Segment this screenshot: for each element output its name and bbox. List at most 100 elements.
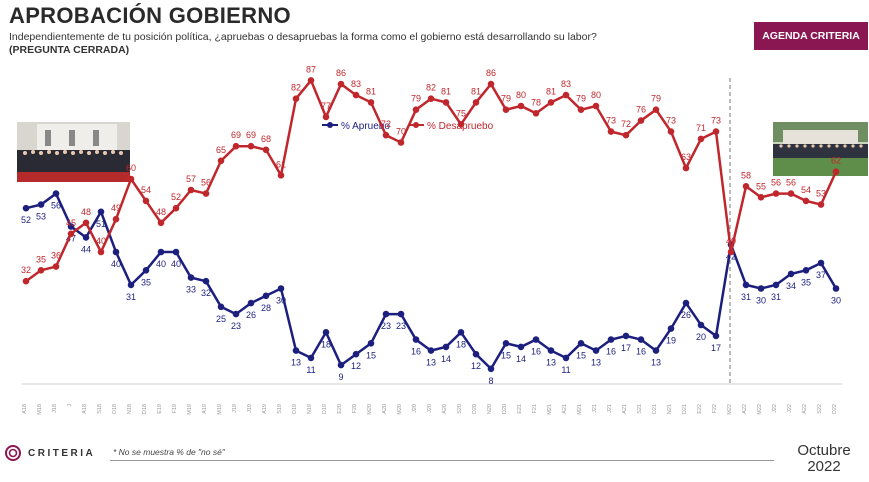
data-point (457, 329, 465, 336)
data-point (832, 285, 840, 292)
x-tick-label: S18 (97, 404, 103, 414)
data-point (772, 190, 780, 197)
data-label: 35 (36, 254, 46, 264)
data-label: 54 (801, 185, 811, 195)
data-point (562, 91, 570, 99)
data-label: 23 (396, 321, 406, 331)
data-point (427, 95, 435, 102)
x-tick-label: J20 (427, 404, 433, 413)
report-month: Octubre (797, 442, 851, 459)
data-label: 13 (591, 358, 601, 368)
data-point (727, 248, 735, 256)
data-point (52, 190, 60, 197)
x-tick-label: O22 (832, 404, 838, 414)
data-label: 40 (156, 259, 166, 269)
x-tick-label: A18 (22, 404, 28, 414)
brand-name: CRITERIA (28, 447, 96, 459)
data-point (307, 354, 315, 362)
data-label: 44 (81, 244, 91, 254)
data-label: 81 (366, 86, 376, 96)
data-label: 40 (726, 236, 736, 246)
x-tick-label: M20 (397, 404, 403, 415)
data-label: 40 (111, 259, 121, 269)
data-label: 17 (711, 343, 721, 353)
data-point (622, 131, 630, 139)
data-point (112, 248, 120, 256)
data-point (457, 121, 465, 128)
data-label: 65 (216, 145, 226, 155)
data-point (502, 106, 510, 113)
data-point (712, 332, 720, 340)
data-point (817, 201, 825, 208)
data-point (397, 310, 405, 318)
data-label: 87 (306, 64, 316, 74)
data-point (97, 208, 105, 216)
data-label: 83 (351, 79, 361, 89)
data-point (337, 361, 345, 369)
x-tick-label: D21 (682, 404, 688, 414)
data-label: 30 (831, 296, 841, 306)
data-label: 42 (726, 252, 736, 262)
data-point (187, 186, 195, 194)
data-label: 33 (186, 285, 196, 295)
data-point (487, 80, 495, 88)
approval-line-chart: % Apruebo % Desapruebo 52 535647445140313… (21, 64, 842, 415)
data-point (322, 329, 330, 336)
data-point (757, 194, 765, 201)
data-label: 60 (126, 163, 136, 173)
data-label: 28 (261, 303, 271, 313)
data-label: 18 (321, 339, 331, 349)
x-tick-label: D18 (142, 404, 148, 414)
data-label: 13 (651, 358, 661, 368)
data-label: 16 (606, 347, 616, 357)
data-label: 51 (96, 219, 106, 229)
x-tick-label: J22 (772, 404, 778, 413)
x-tick-label: N20 (487, 404, 493, 414)
data-point (472, 350, 480, 358)
x-tick-label: A21 (562, 404, 568, 414)
data-label: 72 (621, 119, 631, 129)
x-tick-label: J19 (232, 404, 238, 413)
data-label: 58 (741, 170, 751, 180)
data-point (292, 95, 300, 102)
data-point (82, 219, 90, 227)
data-label: 82 (291, 83, 301, 93)
data-label: 56 (771, 178, 781, 188)
data-label: 15 (366, 350, 376, 360)
data-point (532, 336, 540, 343)
data-point (37, 201, 45, 208)
x-tick-label: J20 (412, 404, 418, 413)
data-label: 17 (621, 343, 631, 353)
x-tick-label: S22 (817, 404, 823, 414)
data-point (757, 285, 765, 292)
data-point (367, 340, 375, 347)
data-label: 61 (276, 159, 286, 169)
x-tick-label: A22 (802, 404, 808, 414)
data-label: 31 (741, 292, 751, 302)
data-label: 45 (66, 218, 76, 228)
government-group-photo-right (773, 122, 868, 176)
data-point (262, 292, 270, 300)
data-point (82, 234, 90, 241)
data-point (202, 277, 210, 285)
x-tick-label: E19 (157, 404, 163, 414)
data-label: 52 (171, 192, 181, 202)
data-point (502, 340, 510, 347)
data-point (22, 204, 30, 212)
data-point (427, 347, 435, 354)
data-point (652, 347, 660, 354)
data-point (442, 99, 450, 106)
data-point (67, 223, 75, 230)
data-label: 12 (351, 361, 361, 371)
data-label: 36 (51, 251, 61, 261)
footer-rule (110, 460, 774, 461)
x-tick-label: J21 (607, 404, 613, 413)
data-point (682, 164, 690, 172)
data-label: 30 (276, 296, 286, 306)
data-point (367, 99, 375, 106)
data-point (667, 128, 675, 135)
data-point (412, 336, 420, 343)
x-tick-label: E21 (517, 404, 523, 414)
data-label: 32 (201, 288, 211, 298)
x-tick-label: D20 (502, 404, 508, 414)
